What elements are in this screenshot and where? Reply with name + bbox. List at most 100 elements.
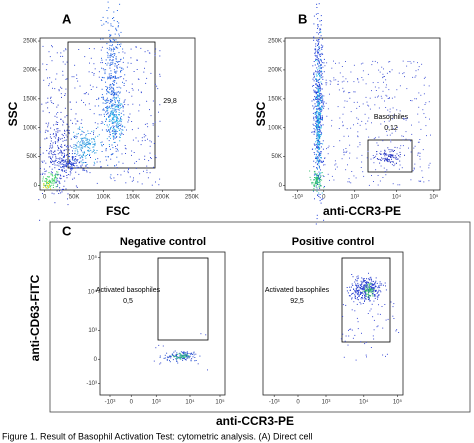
dot xyxy=(49,133,51,135)
dot xyxy=(127,172,129,174)
dot xyxy=(403,119,405,120)
dot xyxy=(136,46,137,48)
dot xyxy=(52,179,54,181)
dot xyxy=(109,57,111,59)
dot xyxy=(373,329,375,331)
dot xyxy=(392,161,394,163)
dot xyxy=(319,88,321,90)
dot xyxy=(52,87,53,89)
dot xyxy=(66,136,68,138)
dot xyxy=(115,58,117,60)
dot xyxy=(318,166,320,168)
dot xyxy=(76,142,78,144)
dot xyxy=(81,99,82,101)
dot xyxy=(143,170,144,172)
dot xyxy=(62,120,64,122)
dot xyxy=(341,81,343,83)
dot xyxy=(375,280,377,282)
dot xyxy=(318,94,320,96)
dot xyxy=(321,102,323,104)
dot xyxy=(379,313,381,315)
dot xyxy=(78,155,80,157)
dot xyxy=(364,297,366,299)
dot xyxy=(79,142,81,144)
dot xyxy=(317,124,319,126)
dot xyxy=(320,93,322,95)
dot xyxy=(163,357,165,359)
dot xyxy=(68,161,70,163)
x-tick-label: 100K xyxy=(97,195,111,201)
dot xyxy=(381,66,383,68)
dot xyxy=(98,98,100,100)
dot xyxy=(135,137,137,139)
dot xyxy=(107,78,109,80)
dot xyxy=(108,116,109,118)
dot xyxy=(54,202,56,204)
dot xyxy=(113,39,115,41)
dot xyxy=(339,140,341,142)
dot xyxy=(114,77,116,79)
dot xyxy=(61,159,63,161)
dot xyxy=(153,166,154,168)
dot xyxy=(54,88,56,90)
x-tick-label: 10⁵ xyxy=(215,399,225,406)
dot xyxy=(356,286,358,288)
dot xyxy=(356,278,358,280)
dot xyxy=(52,46,53,48)
dot xyxy=(338,89,340,91)
dot xyxy=(315,181,317,183)
dot xyxy=(358,299,359,301)
dot xyxy=(370,284,372,286)
dot xyxy=(58,174,60,176)
dot xyxy=(399,156,401,158)
dot xyxy=(177,362,179,364)
dot xyxy=(387,147,389,149)
dot xyxy=(314,170,316,172)
dot xyxy=(366,285,368,287)
dot xyxy=(74,162,76,164)
dot xyxy=(113,53,115,54)
gate-name: Activated basophiles xyxy=(265,287,330,294)
dot xyxy=(84,143,86,145)
dot xyxy=(398,332,400,333)
dot xyxy=(319,183,321,185)
dot xyxy=(42,162,44,163)
dot xyxy=(119,98,121,100)
dot xyxy=(313,184,315,186)
dot xyxy=(117,150,119,152)
dot xyxy=(131,88,133,89)
dot xyxy=(73,145,75,147)
dot xyxy=(125,182,127,184)
dot xyxy=(423,84,425,86)
dot xyxy=(60,138,62,140)
dot xyxy=(60,146,62,148)
dot xyxy=(141,137,143,139)
dot xyxy=(63,165,65,167)
dot xyxy=(111,106,113,108)
dot xyxy=(356,107,358,109)
dot xyxy=(389,108,391,110)
dot xyxy=(120,117,121,119)
dot xyxy=(114,129,116,131)
dot xyxy=(315,70,316,72)
dot xyxy=(321,48,323,50)
dot xyxy=(61,158,63,160)
dot xyxy=(318,46,320,48)
dot xyxy=(317,150,319,152)
dot xyxy=(105,118,107,120)
dot xyxy=(112,56,114,58)
dot xyxy=(53,184,54,186)
dot xyxy=(364,288,366,290)
dot xyxy=(317,182,319,183)
dot xyxy=(321,106,323,107)
dot xyxy=(316,56,318,58)
gate-name: Basophiles xyxy=(374,114,409,121)
dot xyxy=(318,143,320,145)
dot xyxy=(132,179,134,181)
dot xyxy=(423,113,425,115)
dot xyxy=(320,63,322,65)
dot xyxy=(105,111,107,113)
dot xyxy=(49,180,51,182)
dot xyxy=(107,113,109,115)
dot xyxy=(321,52,323,54)
